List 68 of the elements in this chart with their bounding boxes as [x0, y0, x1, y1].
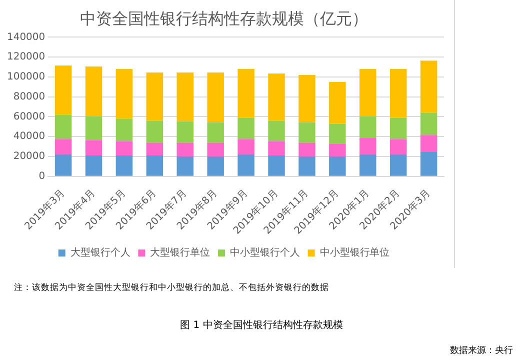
- bar: [329, 156, 346, 176]
- bar: [420, 112, 438, 136]
- bar: [268, 73, 285, 121]
- bar: [116, 69, 133, 119]
- y-tick-label: 20000: [13, 151, 46, 162]
- bar: [420, 60, 438, 113]
- bar: [54, 66, 72, 115]
- bar: [329, 124, 346, 144]
- bar: [390, 69, 407, 118]
- bar: [238, 118, 254, 140]
- bar: [238, 69, 254, 118]
- bar: [420, 135, 438, 152]
- bar: [85, 66, 102, 116]
- bar: [360, 138, 376, 155]
- bar: [85, 140, 102, 156]
- bar: [176, 142, 194, 156]
- bar: [268, 120, 285, 142]
- bar: [176, 156, 194, 176]
- bar: [146, 142, 164, 156]
- bar: [298, 142, 316, 156]
- bar: [390, 154, 407, 176]
- legend-label: 中小型银行单位: [320, 246, 390, 259]
- bar: [207, 122, 224, 143]
- bar: [54, 139, 72, 155]
- bar: [390, 118, 407, 140]
- y-tick-label: 0: [38, 170, 46, 182]
- bar: [54, 114, 72, 140]
- bar: [176, 121, 194, 143]
- bar: [85, 116, 102, 140]
- bar: [390, 139, 407, 155]
- bar: [176, 72, 194, 122]
- text: 注：该数据为中资全国性大型银行和中小型银行的加总、不包括外资银行的数据: [14, 282, 329, 294]
- bar: [146, 72, 164, 121]
- legend-label: 中小型银行个人: [230, 246, 300, 259]
- bar: [298, 122, 316, 143]
- bar: [329, 144, 346, 156]
- bar: [268, 156, 285, 176]
- bar: [268, 141, 285, 156]
- bar: [85, 156, 102, 176]
- y-tick-label: 40000: [13, 131, 46, 142]
- y-tick-label: 140000: [7, 32, 46, 43]
- bar: [420, 152, 438, 176]
- bar: [54, 154, 72, 176]
- bar: [238, 139, 254, 155]
- bar: [116, 118, 133, 142]
- y-tick-label: 100000: [7, 72, 46, 83]
- chart-title: 中资全国性银行结构性存款规模（亿元）: [80, 8, 368, 28]
- bar: [116, 141, 133, 156]
- bar: [360, 116, 376, 138]
- y-tick-label: 60000: [13, 111, 46, 122]
- y-tick-label: 80000: [13, 91, 46, 102]
- bar: [360, 69, 376, 116]
- bar: [360, 154, 376, 176]
- bar: [146, 120, 164, 143]
- legend-label: 大型银行单位: [150, 246, 210, 259]
- bar: [329, 82, 346, 124]
- bar: [116, 156, 133, 176]
- legend-label: 大型银行个人: [70, 246, 130, 259]
- bar: [207, 142, 224, 156]
- bar: [298, 74, 316, 122]
- bar: [146, 156, 164, 176]
- y-tick-label: 120000: [7, 52, 46, 63]
- bar: [207, 72, 224, 122]
- bar: [238, 154, 254, 176]
- bar: [298, 156, 316, 176]
- source-note: 数据来源：央行: [450, 344, 513, 357]
- bar: [207, 156, 224, 176]
- caption: 图 1 中资全国性银行结构性存款规模: [179, 318, 344, 332]
